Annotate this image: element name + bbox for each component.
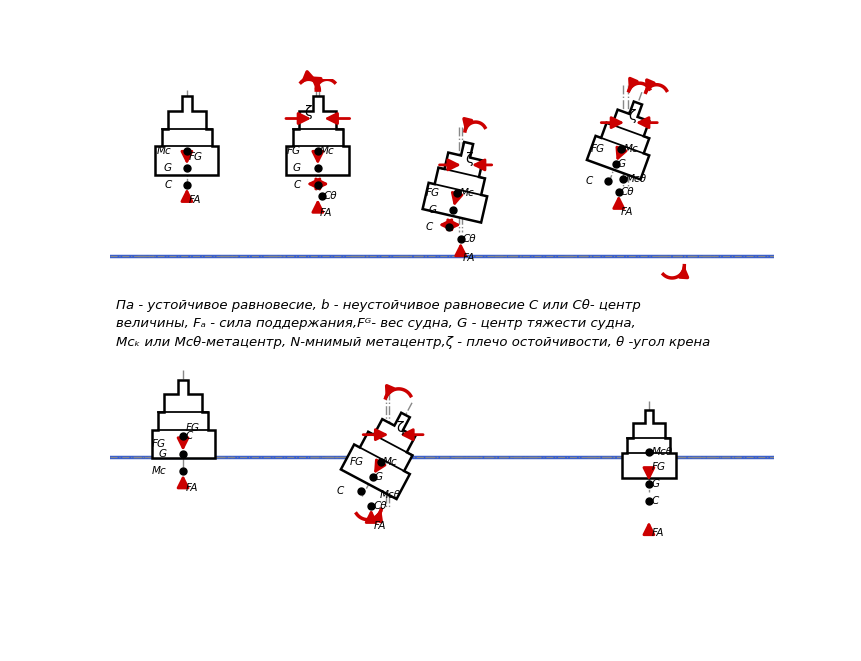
Text: FA: FA (651, 528, 664, 539)
Polygon shape (155, 97, 218, 175)
Text: G: G (375, 472, 382, 482)
Text: FG: FG (651, 462, 666, 472)
Text: Cθ: Cθ (462, 234, 476, 244)
Text: C: C (164, 180, 171, 190)
Text: C: C (585, 176, 592, 186)
Text: Mᴄₖ или Mcθ-метацентр, N-мнимый метацентр,ζ - плечо остойчивости, θ -угол крена: Mᴄₖ или Mcθ-метацентр, N-мнимый метацент… (116, 336, 709, 349)
Text: FA: FA (189, 195, 201, 206)
Text: величины, Fₐ - сила поддержания,Fᴳ- вес судна, G - центр тяжести судна,: величины, Fₐ - сила поддержания,Fᴳ- вес … (116, 317, 635, 330)
Text: FG: FG (189, 152, 203, 162)
Text: Cθ: Cθ (373, 501, 387, 511)
Text: ζ: ζ (465, 152, 472, 166)
Text: ζ: ζ (628, 108, 635, 123)
Text: Cθ: Cθ (620, 187, 634, 197)
Text: Mc: Mc (382, 457, 397, 467)
Text: FA: FA (373, 521, 386, 531)
Text: FG: FG (185, 423, 199, 433)
Text: G: G (164, 163, 171, 173)
Text: Mcθ: Mcθ (651, 447, 672, 457)
Text: C: C (294, 180, 300, 190)
Text: FA: FA (462, 253, 475, 262)
Polygon shape (621, 410, 675, 478)
Text: FA: FA (319, 208, 332, 217)
Text: Mc: Mc (623, 143, 638, 153)
Text: G: G (293, 163, 300, 173)
Text: G: G (651, 479, 660, 489)
Text: Mcθ: Mcθ (625, 174, 646, 184)
Text: FA: FA (620, 207, 633, 217)
Polygon shape (422, 142, 486, 223)
Text: C: C (651, 496, 659, 506)
Text: Mc: Mc (152, 466, 166, 477)
Text: FG: FG (350, 457, 363, 467)
Polygon shape (286, 97, 349, 175)
Text: Mc: Mc (459, 188, 474, 198)
Text: Mc: Mc (157, 146, 171, 156)
Text: FG: FG (287, 146, 300, 156)
Text: FG: FG (152, 439, 166, 449)
Text: G: G (617, 159, 625, 169)
Text: FG: FG (425, 188, 440, 198)
Text: Mcθ: Mcθ (379, 490, 400, 500)
Text: Пa - устойчивое равновесие, b - неустойчивое равновесие C или Cθ- центр: Пa - устойчивое равновесие, b - неустойч… (116, 299, 640, 312)
Text: ζ: ζ (304, 105, 311, 120)
Polygon shape (152, 379, 214, 458)
Text: FA: FA (185, 483, 198, 493)
Text: G: G (158, 449, 166, 459)
Text: ζ: ζ (395, 422, 403, 436)
Text: C: C (336, 486, 344, 496)
Text: Cθ: Cθ (324, 190, 338, 201)
Text: FG: FG (590, 143, 604, 153)
Polygon shape (586, 102, 648, 179)
Polygon shape (340, 412, 415, 499)
Text: C: C (185, 431, 192, 441)
Text: G: G (428, 205, 436, 215)
Text: C: C (424, 222, 432, 232)
Text: Mc: Mc (319, 146, 334, 156)
